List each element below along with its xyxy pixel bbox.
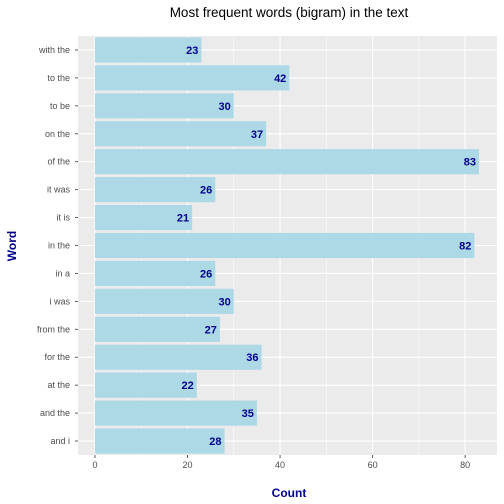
data-label: 30 bbox=[219, 101, 231, 113]
bar bbox=[95, 204, 193, 231]
y-tick-label: it was bbox=[47, 185, 71, 195]
x-tick-label: 20 bbox=[183, 460, 193, 470]
bar bbox=[95, 344, 262, 370]
x-axis-title: Count bbox=[272, 486, 307, 500]
y-axis-title: Word bbox=[5, 231, 19, 261]
y-tick-label: in the bbox=[48, 241, 70, 251]
y-tick-label: on the bbox=[45, 129, 70, 139]
x-tick-label: 40 bbox=[275, 460, 285, 470]
data-label: 27 bbox=[205, 324, 217, 336]
y-tick-label: for the bbox=[44, 352, 70, 362]
y-tick-labels: with the to the to be on the of the it was it … bbox=[37, 45, 78, 446]
y-tick-label: it is bbox=[57, 213, 71, 223]
bar bbox=[95, 93, 234, 119]
y-tick-label: in a bbox=[55, 268, 70, 278]
data-label: 23 bbox=[186, 45, 198, 57]
data-label: 22 bbox=[182, 380, 194, 392]
data-label: 82 bbox=[459, 241, 471, 253]
bar bbox=[95, 260, 216, 287]
data-label: 35 bbox=[242, 408, 254, 420]
data-label: 30 bbox=[219, 296, 231, 308]
y-tick-label: of the bbox=[47, 157, 70, 167]
bar bbox=[95, 400, 257, 426]
data-label: 28 bbox=[209, 436, 221, 448]
bar bbox=[95, 177, 216, 203]
bar bbox=[95, 288, 234, 314]
chart-title: Most frequent words (bigram) in the text bbox=[170, 5, 409, 20]
bar bbox=[95, 428, 225, 454]
y-tick-label: with the bbox=[38, 45, 70, 55]
x-tick-labels: 0 20 40 60 80 bbox=[92, 455, 470, 470]
bar bbox=[95, 232, 475, 259]
x-tick-label: 60 bbox=[368, 460, 378, 470]
bars: 23 42 30 37 83 26 21 82 26 30 27 36 22 35 28 bbox=[95, 37, 479, 454]
data-label: 36 bbox=[246, 352, 258, 364]
data-label: 26 bbox=[200, 185, 212, 197]
y-tick-label: from the bbox=[37, 324, 70, 334]
y-tick-label: to be bbox=[50, 101, 70, 111]
bar bbox=[95, 149, 479, 175]
data-label: 83 bbox=[464, 157, 476, 169]
bar bbox=[95, 65, 290, 91]
bar bbox=[95, 316, 220, 342]
data-label: 37 bbox=[251, 129, 263, 141]
data-label: 42 bbox=[274, 73, 286, 85]
bar bbox=[95, 372, 197, 398]
x-tick-label: 0 bbox=[92, 460, 97, 470]
y-tick-label: and i bbox=[50, 436, 70, 446]
y-tick-label: at the bbox=[47, 380, 70, 390]
data-label: 26 bbox=[200, 268, 212, 280]
bar bbox=[95, 37, 202, 63]
data-label: 21 bbox=[177, 213, 189, 225]
y-tick-label: and the bbox=[40, 408, 70, 418]
x-tick-label: 80 bbox=[460, 460, 470, 470]
y-tick-label: i was bbox=[49, 296, 70, 306]
bar bbox=[95, 121, 267, 147]
y-tick-label: to the bbox=[47, 73, 70, 83]
